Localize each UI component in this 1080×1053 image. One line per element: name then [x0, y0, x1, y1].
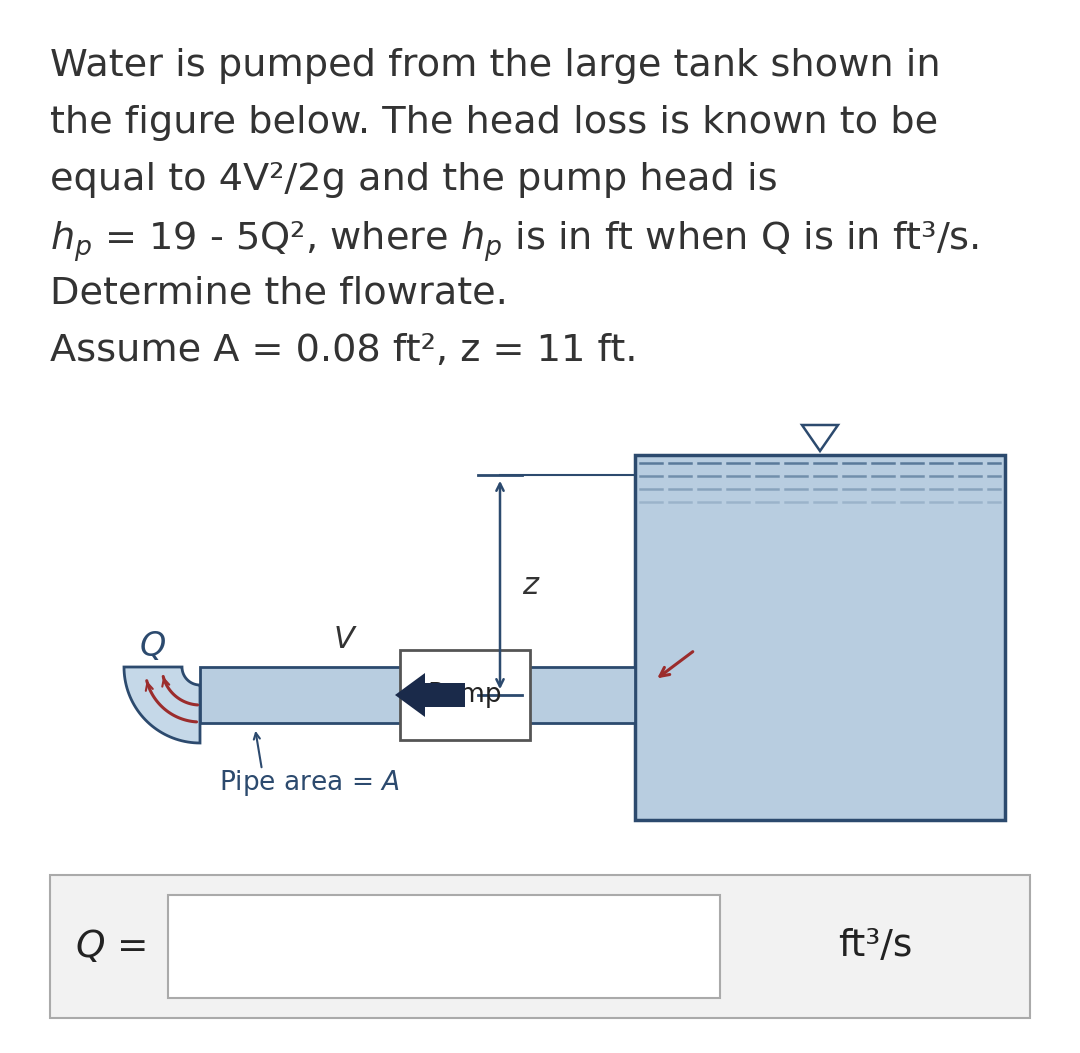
Polygon shape: [802, 425, 838, 451]
Text: Pipe area = $A$: Pipe area = $A$: [219, 768, 401, 798]
Text: equal to 4V²/2g and the pump head is: equal to 4V²/2g and the pump head is: [50, 162, 778, 198]
Polygon shape: [124, 667, 200, 743]
Text: ft³/s: ft³/s: [838, 929, 913, 965]
Bar: [50, 875, 1030, 1018]
Text: $h_p$ = 19 - 5Q², where $h_p$ is in ft when Q is in ft³/s.: $h_p$ = 19 - 5Q², where $h_p$ is in ft w…: [50, 219, 980, 263]
Text: Determine the flowrate.: Determine the flowrate.: [50, 276, 508, 312]
Bar: [200, 667, 635, 723]
Text: $V$: $V$: [333, 624, 357, 654]
Bar: [168, 895, 720, 998]
Text: Water is pumped from the large tank shown in: Water is pumped from the large tank show…: [50, 48, 941, 84]
Text: $Q$: $Q$: [138, 631, 165, 663]
Text: $z$: $z$: [522, 571, 541, 599]
Text: Assume A = 0.08 ft², z = 11 ft.: Assume A = 0.08 ft², z = 11 ft.: [50, 333, 637, 369]
Text: $Q$ =: $Q$ =: [75, 928, 146, 965]
Text: the figure below. The head loss is known to be: the figure below. The head loss is known…: [50, 105, 939, 141]
Bar: [635, 455, 1005, 820]
Text: Pump: Pump: [428, 682, 502, 708]
Bar: [400, 650, 530, 740]
Polygon shape: [395, 673, 465, 717]
